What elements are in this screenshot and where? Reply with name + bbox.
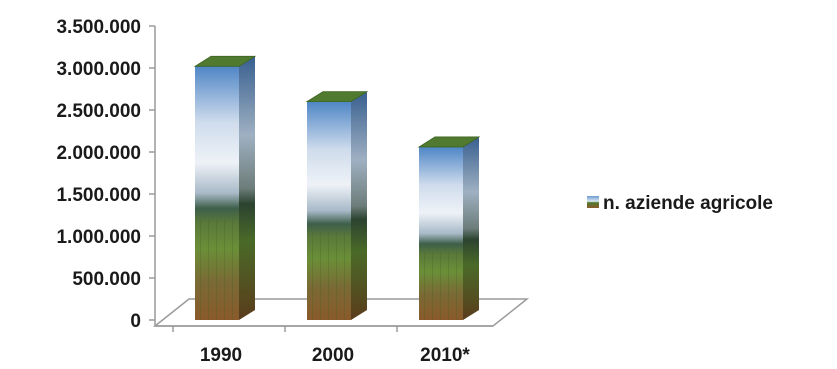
legend: n. aziende agricole (587, 193, 773, 214)
bar-2000 (305, 91, 369, 320)
bar-top-face (305, 91, 369, 102)
x-tick-label: 2010* (420, 345, 470, 366)
bar-top-face (193, 55, 257, 67)
bar-top-face (417, 136, 481, 148)
y-tick-label: 2.500.000 (56, 101, 141, 122)
bar-side-face (463, 136, 479, 320)
y-tick-label: 3.000.000 (56, 59, 141, 80)
bars (193, 55, 481, 320)
bar-field-texture (195, 218, 239, 320)
bar-side-face (239, 56, 255, 320)
bar-side-face (351, 91, 367, 320)
x-tick-label: 2000 (312, 345, 354, 366)
x-axis-labels: 1990 2000 2010* (172, 326, 470, 366)
bar-2010star (417, 136, 481, 320)
y-tick-label: 1.500.000 (56, 185, 141, 206)
legend-label: n. aziende agricole (603, 193, 773, 214)
legend-swatch (587, 196, 599, 208)
y-axis-ticks: 0 500.000 1.000.000 1.500.000 2.000.000 2.500… (56, 17, 155, 332)
x-tick-label: 1990 (200, 345, 242, 366)
bar-field-texture (307, 232, 351, 320)
y-tick-label: 3.500.000 (56, 17, 141, 38)
y-tick-label: 2.000.000 (56, 143, 141, 164)
bar-field-texture (419, 250, 463, 320)
y-tick-label: 500.000 (72, 269, 141, 290)
bar-1990 (193, 55, 257, 320)
y-tick-label: 1.000.000 (56, 227, 141, 248)
y-tick-label: 0 (130, 311, 141, 332)
